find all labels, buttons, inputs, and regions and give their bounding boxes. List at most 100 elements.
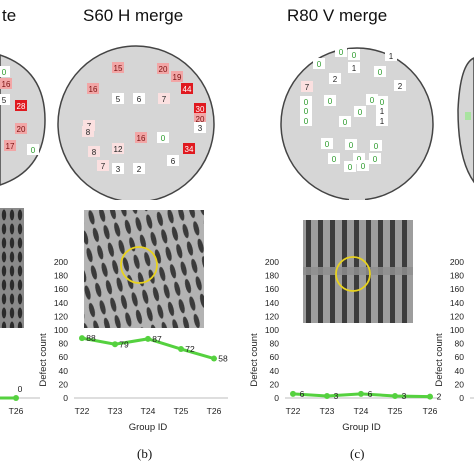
y-tick-label: 180 bbox=[265, 271, 279, 281]
wafer-c-cell-label: 0 bbox=[304, 107, 309, 116]
wafer-b-cell-label: 16 bbox=[89, 85, 98, 94]
wafer-c-cell-label: 0 bbox=[358, 108, 363, 117]
wafer-c-cell-label: 0 bbox=[380, 98, 385, 107]
x-axis-label: Group ID bbox=[342, 422, 381, 433]
y-axis-label: Defect count bbox=[434, 333, 445, 387]
wafer-b-cell: 30 bbox=[194, 103, 206, 114]
wafer-b-cell-label: 8 bbox=[86, 128, 91, 137]
y-tick-label: 140 bbox=[265, 298, 279, 308]
wafer-c-cell-label: 0 bbox=[378, 68, 383, 77]
wafer-c-cell: 0 bbox=[369, 153, 381, 164]
data-label: 87 bbox=[152, 334, 162, 344]
wafer-c-cell-label: 0 bbox=[352, 51, 357, 60]
x-tick-label: T25 bbox=[388, 406, 403, 416]
wafer-c-cell: 1 bbox=[376, 115, 388, 126]
wafer-b-cell: 3 bbox=[194, 122, 206, 133]
y-tick-label: 140 bbox=[54, 298, 68, 308]
wafer-c-cell: 0 bbox=[300, 115, 312, 126]
wafer-c-cell: 0 bbox=[300, 105, 312, 116]
wafer-c-cell-label: 0 bbox=[304, 117, 309, 126]
y-tick-label: 100 bbox=[450, 325, 464, 335]
data-point bbox=[178, 346, 184, 353]
wafer-c-cell: 0 bbox=[366, 94, 378, 105]
wafer-b-cell: 34 bbox=[183, 143, 195, 154]
wafer-c-cell: 0 bbox=[344, 161, 356, 172]
y-tick-label: 160 bbox=[450, 284, 464, 294]
wafer-b-cell-label: 12 bbox=[114, 145, 123, 154]
wafer-b-cell: 20 bbox=[157, 63, 169, 74]
x-tick-label: T25 bbox=[174, 406, 189, 416]
x-tick-label: T26 bbox=[9, 406, 24, 416]
wafer-c-cell-label: 0 bbox=[361, 162, 366, 171]
wafer-c-cell: 0 bbox=[374, 66, 386, 77]
sem-image-c bbox=[303, 220, 413, 323]
wafer-b-cell-label: 3 bbox=[116, 165, 121, 174]
wafer-c-cell: 0 bbox=[357, 160, 369, 171]
chart-3: 0 20 40 60 80 100 120 140 160 180 200 Defect count T… bbox=[249, 257, 442, 433]
wafer-c-cell: 7 bbox=[301, 81, 313, 92]
wafer-c-cell-label: 0 bbox=[304, 98, 309, 107]
wafer-d bbox=[457, 57, 474, 184]
y-tick-label: 120 bbox=[54, 311, 68, 321]
wafer-c-cell: 0 bbox=[328, 153, 340, 164]
wafer-a-cell-label: 20 bbox=[17, 125, 26, 134]
wafer-d-cell bbox=[465, 112, 471, 120]
wafer-c-cell-label: 0 bbox=[339, 48, 344, 57]
chart-4: 0 20 40 60 80 100 120 140 160 180 200 Defect count bbox=[434, 257, 474, 403]
wafer-c-cell-label: 0 bbox=[348, 163, 353, 172]
wafer-c-cell: 0 bbox=[324, 95, 336, 106]
data-label: 3 bbox=[334, 391, 339, 401]
caption-b: (b) bbox=[137, 446, 153, 461]
wafer-c-cell-label: 1 bbox=[389, 52, 394, 61]
wafer-c-cell: 0 bbox=[348, 49, 360, 60]
x-tick-label: T26 bbox=[423, 406, 438, 416]
y-tick-label: 120 bbox=[450, 311, 464, 321]
data-label: 6 bbox=[300, 389, 305, 399]
y-tick-label: 80 bbox=[59, 339, 69, 349]
wafer-b-cell-label: 15 bbox=[114, 64, 123, 73]
y-tick-label: 160 bbox=[265, 284, 279, 294]
y-tick-label: 40 bbox=[455, 366, 465, 376]
wafer-b-cell: 0 bbox=[157, 132, 169, 143]
defect-marker-circle-b bbox=[120, 246, 158, 284]
wafer-b-cell: 44 bbox=[181, 83, 193, 94]
data-label: 3 bbox=[402, 391, 407, 401]
y-tick-label: 200 bbox=[265, 257, 279, 267]
y-tick-label: 180 bbox=[54, 271, 68, 281]
wafer-a-cell-label: 28 bbox=[17, 102, 26, 111]
wafer-b-cell-label: 2 bbox=[137, 165, 142, 174]
wafer-c-cell-label: 0 bbox=[370, 96, 375, 105]
x-tick-label: T24 bbox=[141, 406, 156, 416]
wafer-a-cell-label: 5 bbox=[2, 96, 7, 105]
x-tick-label: T24 bbox=[354, 406, 369, 416]
data-point bbox=[427, 393, 433, 400]
y-axis-label: Defect count bbox=[249, 333, 260, 387]
data-label: 88 bbox=[86, 333, 96, 343]
wafer-c-cell: 0 bbox=[354, 106, 366, 117]
wafer-c-cell: 0 bbox=[339, 116, 351, 127]
y-tick-label: 80 bbox=[455, 339, 465, 349]
wafer-a-cell: 20 bbox=[15, 123, 27, 134]
wafer-c-cell-label: 2 bbox=[398, 82, 403, 91]
data-point bbox=[324, 392, 330, 399]
data-label: 72 bbox=[185, 344, 195, 354]
y-tick-label: 100 bbox=[265, 325, 279, 335]
wafer-c-cell: 0 bbox=[376, 96, 388, 107]
wafer-c-cell: 0 bbox=[335, 46, 347, 57]
data-point bbox=[13, 395, 19, 401]
panel-b-title: S60 H merge bbox=[83, 6, 184, 25]
wafer-a-cell-label: 0 bbox=[2, 68, 7, 77]
y-tick-label: 80 bbox=[270, 339, 280, 349]
wafer-a-cell: 0 bbox=[27, 144, 39, 155]
wafer-c-cell: 2 bbox=[394, 80, 406, 91]
y-tick-label: 20 bbox=[270, 379, 280, 389]
wafer-b-cell-label: 8 bbox=[92, 148, 97, 157]
wafer-c-cell: 0 bbox=[370, 140, 382, 151]
wafer-c-cell: 1 bbox=[385, 50, 397, 61]
y-tick-label: 200 bbox=[54, 257, 68, 267]
y-tick-label: 200 bbox=[450, 257, 464, 267]
wafer-b-cell-label: 7 bbox=[101, 162, 106, 171]
